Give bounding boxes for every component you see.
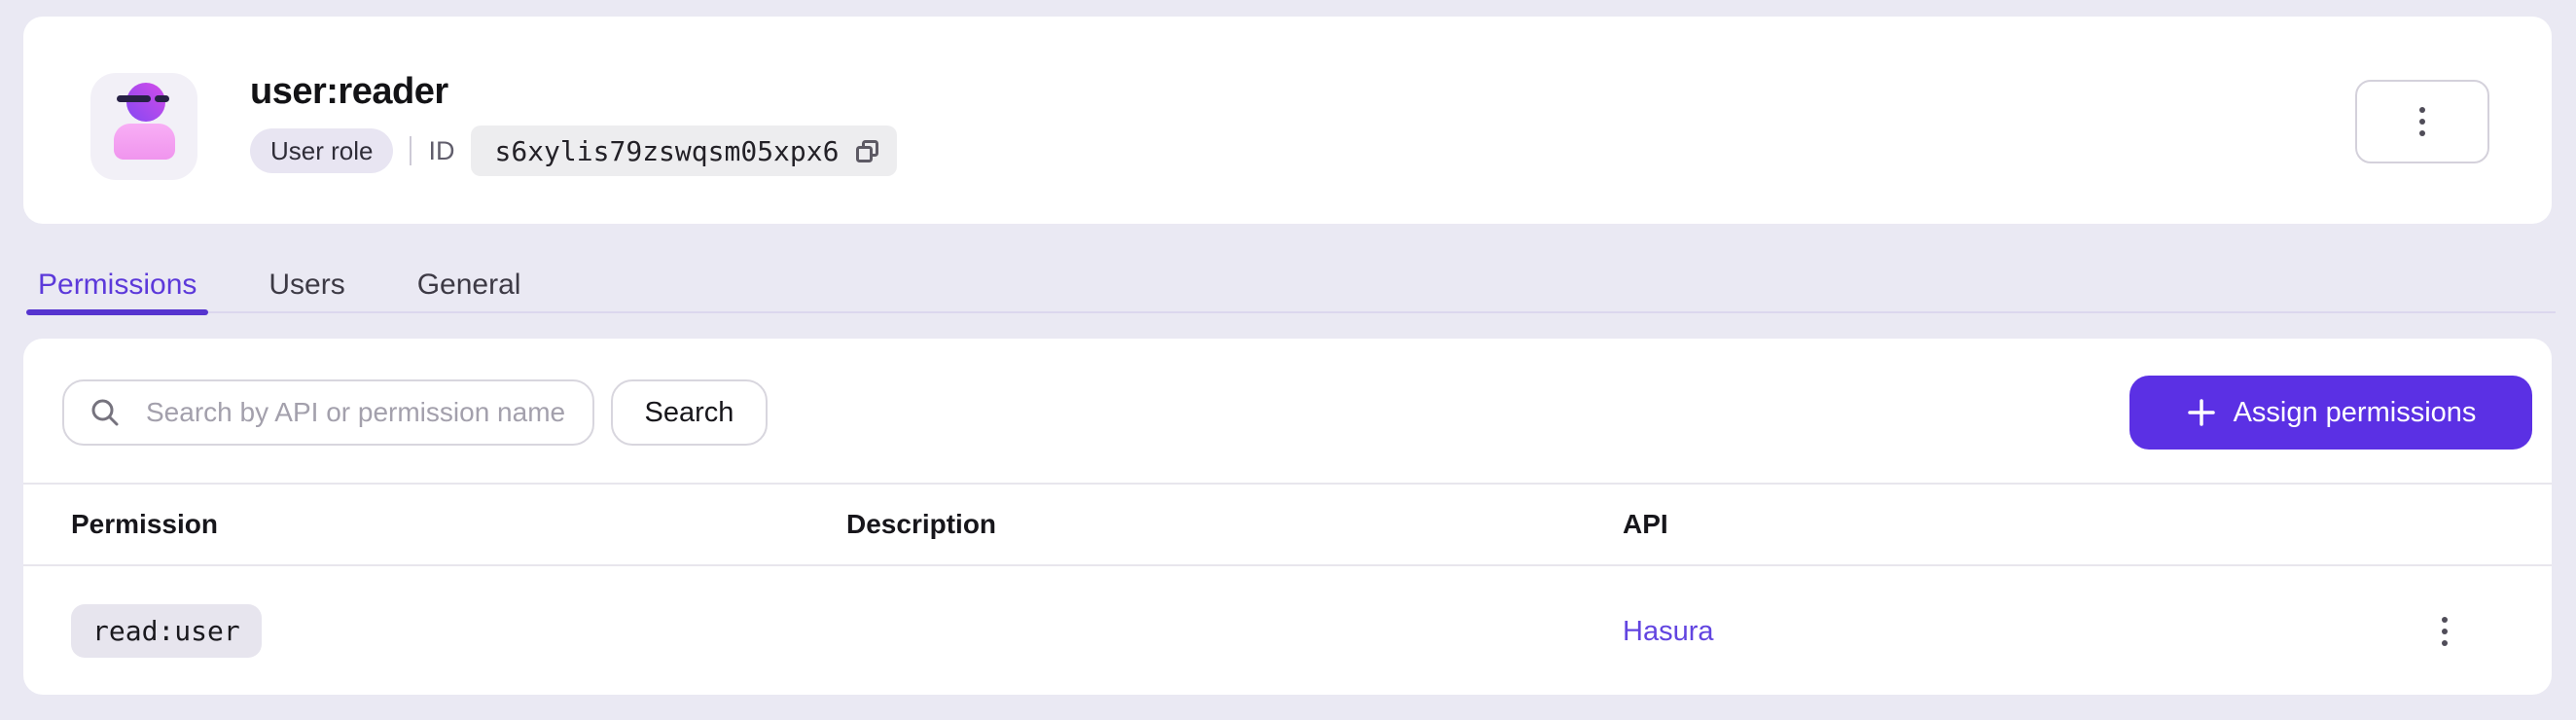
permissions-panel: Search Assign permissions Permission Des… [23, 339, 2552, 695]
table-row: read:user Hasura [23, 568, 2552, 695]
assign-permissions-button[interactable]: Assign permissions [2129, 376, 2532, 450]
search-field-wrap [62, 379, 594, 446]
plus-icon [2186, 397, 2217, 428]
vertical-kebab-icon [2442, 617, 2448, 646]
meta-divider [410, 136, 412, 165]
column-header-permission: Permission [71, 509, 218, 539]
active-tab-underline [26, 309, 209, 315]
role-id-value: s6xylis79zswqsm05xpx6 [494, 134, 840, 167]
id-label: ID [428, 135, 455, 165]
row-actions-menu-button[interactable] [2428, 603, 2461, 660]
tab-general-label: General [416, 269, 521, 301]
column-header-api: API [1623, 509, 1668, 539]
tab-bar: Permissions Users General [26, 259, 2556, 315]
tab-permissions[interactable]: Permissions [26, 259, 209, 315]
search-button[interactable]: Search [611, 379, 768, 446]
role-type-badge: User role [250, 128, 394, 173]
column-header-description: Description [846, 509, 997, 539]
page-title: user:reader [250, 71, 448, 112]
tab-permissions-label: Permissions [38, 269, 197, 301]
role-id-chip[interactable]: s6xylis79zswqsm05xpx6 [471, 126, 897, 176]
role-actions-menu-button[interactable] [2355, 80, 2489, 163]
vertical-kebab-icon [2419, 107, 2425, 136]
role-avatar [90, 73, 197, 180]
role-header-card: user:reader User role ID s6xylis79zswqsm… [23, 17, 2552, 224]
tab-general[interactable]: General [406, 259, 533, 311]
assign-permissions-label: Assign permissions [2233, 396, 2477, 428]
role-meta-row: User role ID s6xylis79zswqsm05xpx6 [250, 126, 897, 176]
api-link[interactable]: Hasura [1623, 615, 1714, 647]
tab-users[interactable]: Users [257, 259, 356, 311]
permission-name-chip: read:user [71, 604, 262, 658]
person-with-sunglasses-icon [90, 83, 197, 180]
tab-users-label: Users [268, 269, 345, 301]
search-input[interactable] [62, 379, 594, 446]
table-header-row: Permission Description API [23, 483, 2552, 566]
copy-icon[interactable] [854, 138, 880, 164]
